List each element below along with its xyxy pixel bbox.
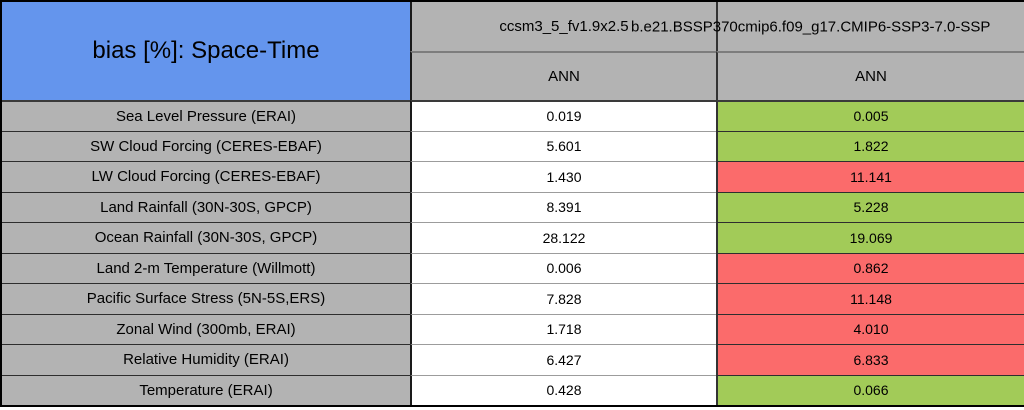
column-header-model-2: b.e21.BSSP370cmip6.f09_g17.CMIP6-SSP3-7.… bbox=[631, 2, 1024, 51]
row-label: Sea Level Pressure (ERAI) bbox=[2, 100, 410, 131]
model2-value: 19.069 bbox=[716, 222, 1024, 253]
value-text: 4.010 bbox=[853, 321, 889, 338]
value-text: 0.019 bbox=[546, 108, 582, 125]
row-label: Ocean Rainfall (30N-30S, GPCP) bbox=[2, 222, 410, 253]
value-text: 1.430 bbox=[546, 168, 582, 185]
model2-value: 5.228 bbox=[716, 191, 1024, 222]
model1-value: 1.430 bbox=[410, 161, 716, 192]
metric-label: Temperature (ERAI) bbox=[139, 381, 273, 399]
value-text: 19.069 bbox=[849, 229, 893, 246]
value-text: 0.862 bbox=[853, 260, 889, 277]
row-label: Pacific Surface Stress (5N-5S,ERS) bbox=[2, 283, 410, 314]
model1-value: 28.122 bbox=[410, 222, 716, 253]
row-label: Zonal Wind (300mb, ERAI) bbox=[2, 313, 410, 344]
value-text: 1.822 bbox=[853, 138, 889, 155]
model1-value: 0.019 bbox=[410, 100, 716, 131]
model2-value: 0.862 bbox=[716, 252, 1024, 283]
row-label: Land Rainfall (30N-30S, GPCP) bbox=[2, 191, 410, 222]
metric-label: Ocean Rainfall (30N-30S, GPCP) bbox=[94, 229, 318, 247]
metric-label: Land Rainfall (30N-30S, GPCP) bbox=[100, 198, 312, 216]
row-label: Temperature (ERAI) bbox=[2, 374, 410, 405]
metric-label: Pacific Surface Stress (5N-5S,ERS) bbox=[86, 290, 326, 308]
row-label: Relative Humidity (ERAI) bbox=[2, 344, 410, 375]
table-title: bias [%]: Space-Time bbox=[92, 37, 320, 64]
value-text: 5.228 bbox=[853, 199, 889, 216]
model2-value: 0.066 bbox=[716, 374, 1024, 405]
model2-value: 11.141 bbox=[716, 161, 1024, 192]
row-label: LW Cloud Forcing (CERES-EBAF) bbox=[2, 161, 410, 192]
metric-label: Relative Humidity (ERAI) bbox=[123, 351, 289, 369]
model-1-name: ccsm3_5_fv1.9x2.5 bbox=[499, 18, 629, 35]
model2-value: 11.148 bbox=[716, 283, 1024, 314]
model2-value: 1.822 bbox=[716, 130, 1024, 161]
value-text: 5.601 bbox=[546, 138, 582, 155]
season-2-label: ANN bbox=[855, 68, 887, 85]
metric-label: Land 2-m Temperature (Willmott) bbox=[96, 259, 316, 277]
metric-label: LW Cloud Forcing (CERES-EBAF) bbox=[91, 168, 321, 186]
season-1-label: ANN bbox=[548, 68, 580, 85]
model1-value: 1.718 bbox=[410, 313, 716, 344]
model2-value: 0.005 bbox=[716, 100, 1024, 131]
model2-value: 4.010 bbox=[716, 313, 1024, 344]
value-text: 11.141 bbox=[850, 168, 892, 185]
value-text: 1.718 bbox=[546, 321, 582, 338]
value-text: 6.833 bbox=[853, 351, 889, 368]
model1-value: 8.391 bbox=[410, 191, 716, 222]
model1-value: 0.006 bbox=[410, 252, 716, 283]
value-text: 6.427 bbox=[546, 351, 582, 368]
season-header-1: ANN bbox=[410, 51, 716, 100]
column-header-model-1: ccsm3_5_fv1.9x2.5 bbox=[410, 2, 716, 51]
value-text: 8.391 bbox=[546, 199, 582, 216]
value-text: 11.148 bbox=[850, 290, 892, 307]
model2-value: 6.833 bbox=[716, 344, 1024, 375]
metric-label: SW Cloud Forcing (CERES-EBAF) bbox=[90, 137, 322, 155]
value-text: 0.066 bbox=[853, 382, 889, 399]
value-text: 0.006 bbox=[546, 260, 582, 277]
season-header-2: ANN bbox=[716, 51, 1024, 100]
value-text: 0.428 bbox=[546, 382, 582, 399]
model-2-name: b.e21.BSSP370cmip6.f09_g17.CMIP6-SSP3-7.… bbox=[631, 18, 991, 35]
row-label: SW Cloud Forcing (CERES-EBAF) bbox=[2, 130, 410, 161]
value-text: 28.122 bbox=[542, 229, 586, 246]
row-label: Land 2-m Temperature (Willmott) bbox=[2, 252, 410, 283]
value-text: 7.828 bbox=[546, 290, 582, 307]
model1-value: 5.601 bbox=[410, 130, 716, 161]
model1-value: 7.828 bbox=[410, 283, 716, 314]
model1-value: 0.428 bbox=[410, 374, 716, 405]
table-title-cell: bias [%]: Space-Time bbox=[2, 2, 410, 100]
metric-label: Zonal Wind (300mb, ERAI) bbox=[116, 320, 296, 338]
value-text: 0.005 bbox=[853, 108, 889, 125]
model1-value: 6.427 bbox=[410, 344, 716, 375]
metric-label: Sea Level Pressure (ERAI) bbox=[115, 107, 297, 125]
